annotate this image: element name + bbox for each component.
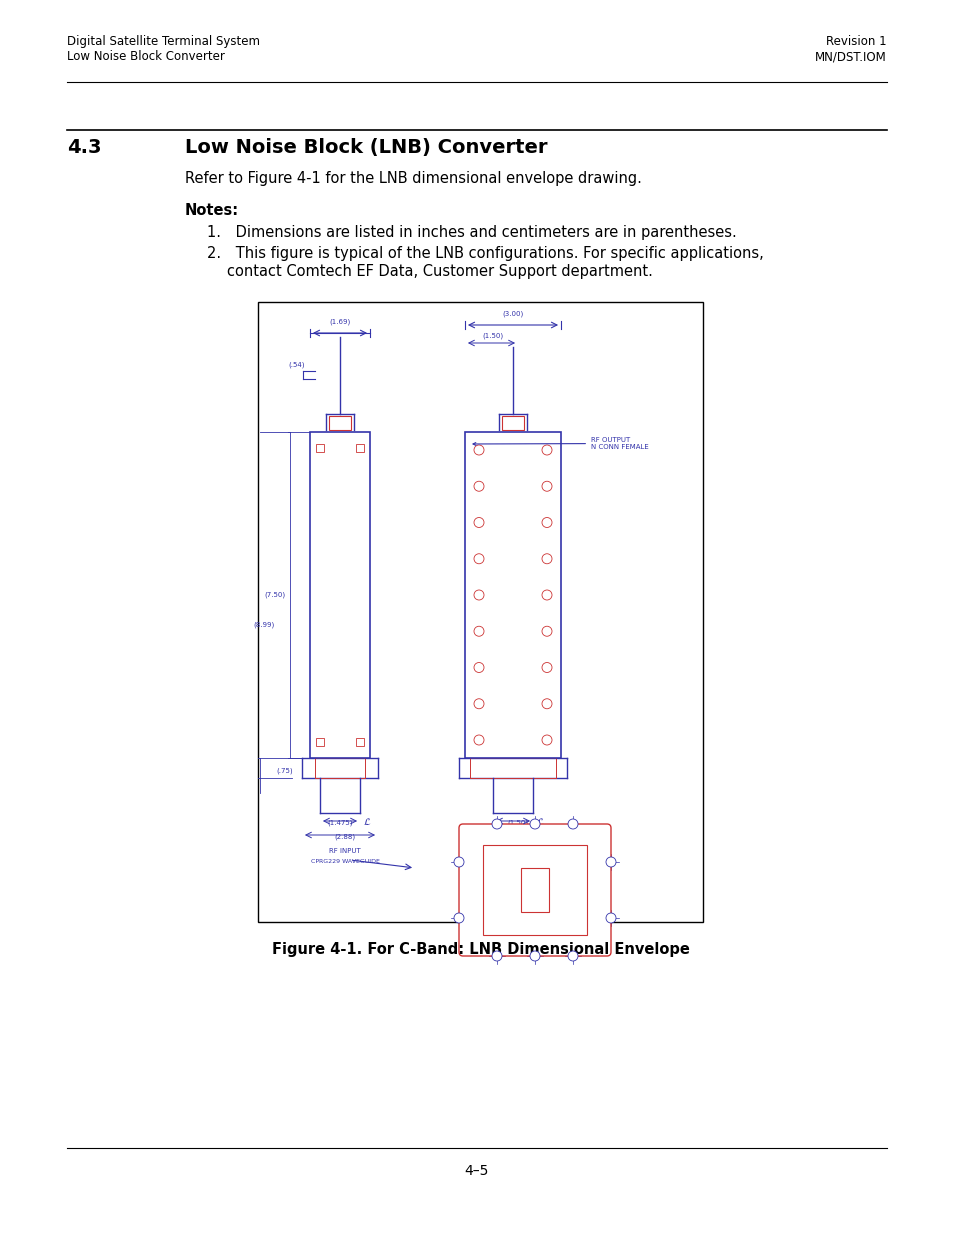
- Circle shape: [541, 662, 552, 673]
- Bar: [315, 445, 324, 452]
- Bar: [315, 739, 324, 746]
- Circle shape: [567, 819, 578, 829]
- Circle shape: [541, 735, 552, 745]
- Text: Digital Satellite Terminal System: Digital Satellite Terminal System: [67, 35, 260, 48]
- Text: RF OUTPUT
N CONN FEMALE: RF OUTPUT N CONN FEMALE: [473, 437, 648, 450]
- Text: (1.50): (1.50): [482, 332, 503, 338]
- Text: (.54): (.54): [289, 362, 305, 368]
- Circle shape: [474, 482, 483, 492]
- Text: MN/DST.IOM: MN/DST.IOM: [815, 49, 886, 63]
- Circle shape: [454, 857, 463, 867]
- Circle shape: [530, 951, 539, 961]
- Bar: [355, 739, 364, 746]
- Text: contact Comtech EF Data, Customer Support department.: contact Comtech EF Data, Customer Suppor…: [227, 264, 652, 279]
- Text: (8.99): (8.99): [253, 621, 274, 629]
- Circle shape: [605, 857, 616, 867]
- Text: Revision 1: Revision 1: [825, 35, 886, 48]
- Circle shape: [541, 590, 552, 600]
- FancyBboxPatch shape: [458, 824, 610, 956]
- Text: (2.88): (2.88): [335, 834, 355, 841]
- Text: $\mathcal{L}$: $\mathcal{L}$: [536, 816, 544, 827]
- Text: Low Noise Block Converter: Low Noise Block Converter: [67, 49, 225, 63]
- Text: (3.00): (3.00): [502, 310, 523, 317]
- Text: $\mathcal{L}$: $\mathcal{L}$: [363, 816, 371, 827]
- Text: (1.475): (1.475): [327, 820, 353, 826]
- Circle shape: [474, 662, 483, 673]
- Circle shape: [474, 590, 483, 600]
- Circle shape: [474, 735, 483, 745]
- Bar: [520, 868, 548, 911]
- Circle shape: [474, 517, 483, 527]
- Circle shape: [474, 626, 483, 636]
- Text: (1.69): (1.69): [329, 319, 351, 325]
- Circle shape: [567, 951, 578, 961]
- Text: 1. Dimensions are listed in inches and centimeters are in parentheses.: 1. Dimensions are listed in inches and c…: [207, 225, 736, 240]
- Text: 4.3: 4.3: [67, 138, 101, 157]
- Circle shape: [541, 482, 552, 492]
- Circle shape: [492, 951, 501, 961]
- Text: (.75): (.75): [276, 768, 293, 774]
- Bar: [355, 445, 364, 452]
- Bar: [257, 303, 702, 923]
- Text: (7.50): (7.50): [264, 592, 285, 598]
- Bar: [310, 432, 370, 758]
- Text: RF INPUT: RF INPUT: [329, 848, 360, 853]
- Text: 2. This figure is typical of the LNB configurations. For specific applications,: 2. This figure is typical of the LNB con…: [207, 246, 763, 261]
- Text: Low Noise Block (LNB) Converter: Low Noise Block (LNB) Converter: [185, 138, 547, 157]
- Circle shape: [474, 553, 483, 563]
- Circle shape: [541, 517, 552, 527]
- Circle shape: [474, 445, 483, 454]
- Text: CPRG229 WAVEGUIDE: CPRG229 WAVEGUIDE: [311, 860, 379, 864]
- Text: Refer to Figure 4-1 for the LNB dimensional envelope drawing.: Refer to Figure 4-1 for the LNB dimensio…: [185, 170, 641, 186]
- Circle shape: [605, 913, 616, 923]
- Circle shape: [530, 819, 539, 829]
- Bar: [501, 416, 523, 430]
- Circle shape: [454, 913, 463, 923]
- Bar: [464, 432, 560, 758]
- Text: Figure 4-1. For C-Band: LNB Dimensional Envelope: Figure 4-1. For C-Band: LNB Dimensional …: [272, 942, 689, 957]
- Circle shape: [541, 445, 552, 454]
- Circle shape: [541, 699, 552, 709]
- Circle shape: [541, 626, 552, 636]
- Circle shape: [492, 819, 501, 829]
- Text: 4–5: 4–5: [464, 1165, 489, 1178]
- Bar: [329, 416, 351, 430]
- Bar: [482, 845, 586, 935]
- Text: (1.50): (1.50): [507, 820, 528, 826]
- Circle shape: [474, 699, 483, 709]
- Circle shape: [541, 553, 552, 563]
- Text: Notes:: Notes:: [185, 203, 239, 219]
